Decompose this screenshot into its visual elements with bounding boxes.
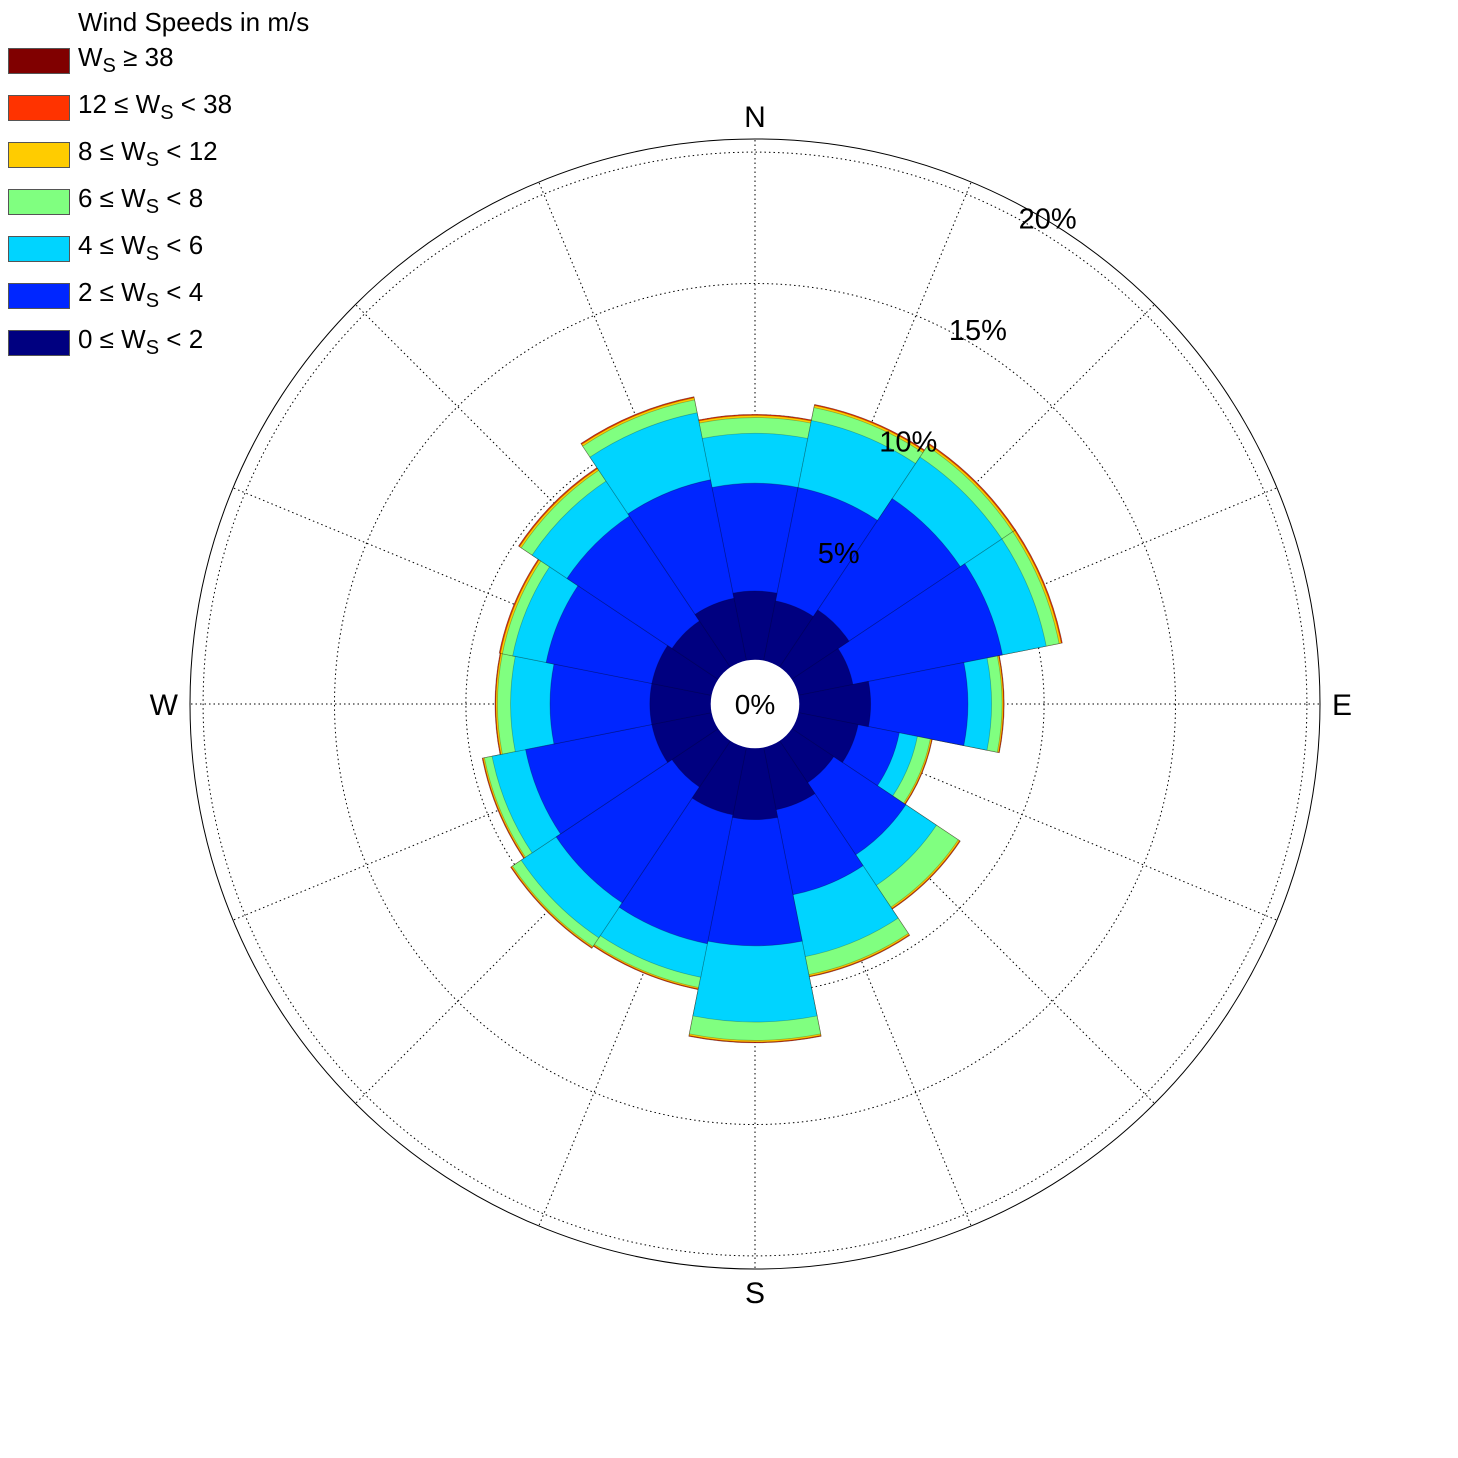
outer-circle [189, 138, 1321, 1270]
cardinal-label-S: S [745, 1277, 765, 1310]
polar-labels: 0% 5% 10% 15% 20% N S E W [150, 101, 1352, 1310]
legend-label: 6 ≤ WS < 8 [78, 183, 204, 219]
radial-tick-label: 15% [949, 315, 1007, 347]
legend-swatch [8, 189, 70, 215]
bar-S-2-4 [707, 703, 803, 947]
cardinal-label-W: W [150, 689, 179, 722]
bar-N-0-2 [732, 590, 778, 705]
grid-ring [465, 414, 1045, 994]
radial-tick-label: 10% [879, 427, 937, 459]
radial-tick-label: 20% [1019, 204, 1077, 236]
legend-label: WS ≥ 38 [78, 42, 174, 78]
legend-label: 8 ≤ WS < 12 [78, 136, 218, 172]
grid-ring [334, 283, 1176, 1125]
legend-swatch [8, 48, 70, 74]
legend: Wind Speeds in m/s WS ≥ 38 12 ≤ WS < 38 8 … [8, 4, 310, 359]
center-label: 0% [735, 689, 775, 720]
legend-label: 4 ≤ WS < 6 [78, 230, 204, 266]
wind-rose-bars [481, 396, 1063, 1044]
legend-swatch [8, 142, 70, 168]
cardinal-label-E: E [1332, 689, 1352, 722]
radial-tick-label: 5% [818, 538, 860, 570]
legend-label: 12 ≤ WS < 38 [78, 89, 233, 125]
legend-label: 0 ≤ WS < 2 [78, 324, 204, 360]
legend-title: Wind Speeds in m/s [78, 7, 310, 37]
bar-W-0-2 [649, 683, 756, 725]
legend-swatch [8, 330, 70, 356]
legend-label: 2 ≤ WS < 4 [78, 277, 204, 313]
center-hole [710, 659, 800, 749]
legend-swatch [8, 236, 70, 262]
bar-S-0-2 [731, 703, 779, 821]
legend-swatch [8, 95, 70, 121]
legend-swatch [8, 283, 70, 309]
bar-E-0-2 [754, 680, 872, 728]
cardinal-label-N: N [744, 101, 766, 134]
grid-ring [202, 151, 1308, 1257]
